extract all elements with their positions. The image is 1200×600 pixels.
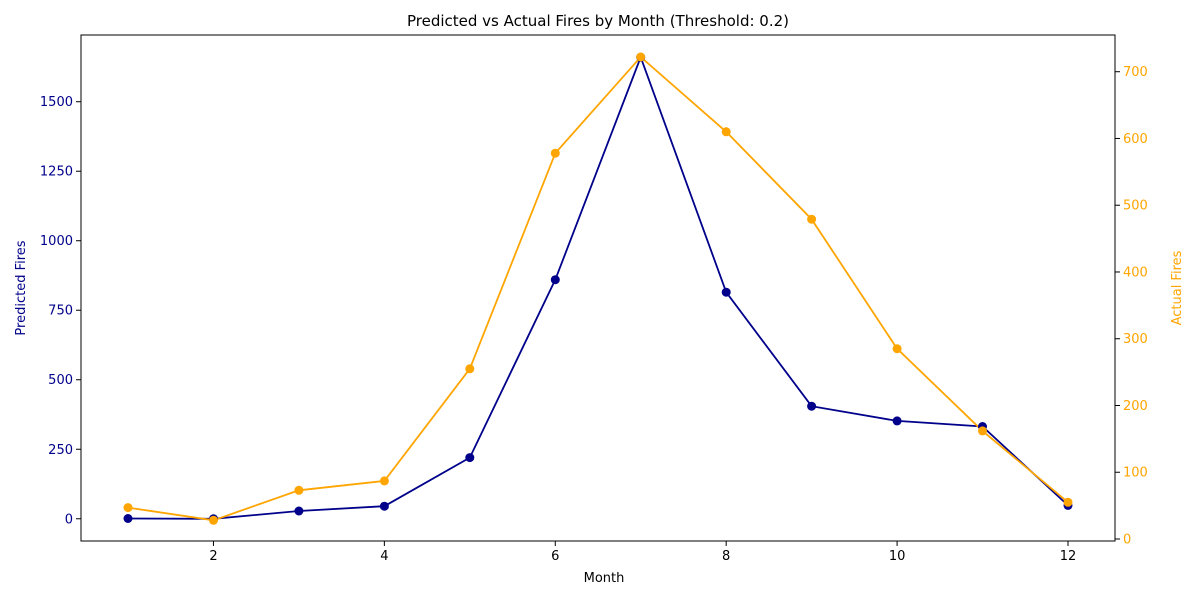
predicted-fires-point bbox=[294, 506, 304, 516]
left-y-axis: 0 250 500 750 1000 1250 1500 bbox=[40, 95, 81, 527]
left-y-tick-label: 250 bbox=[48, 443, 73, 458]
actual-fires-point bbox=[978, 426, 987, 436]
left-y-tick-label: 750 bbox=[48, 304, 73, 319]
x-tick-label: 10 bbox=[889, 549, 906, 564]
actual-fires-point bbox=[209, 515, 218, 525]
actual-fires-point bbox=[807, 214, 817, 224]
right-y-tick-label: 400 bbox=[1123, 265, 1148, 280]
actual-fires-point bbox=[1063, 497, 1073, 507]
chart-title: Predicted vs Actual Fires by Month (Thre… bbox=[407, 12, 789, 30]
right-y-tick-label: 300 bbox=[1123, 332, 1148, 347]
x-tick-label: 8 bbox=[722, 549, 730, 564]
left-y-tick-label: 1500 bbox=[40, 95, 73, 110]
left-y-tick-label: 0 bbox=[65, 512, 73, 527]
left-y-axis-label: Predicted Fires bbox=[14, 240, 29, 335]
left-y-tick-label: 1000 bbox=[40, 234, 73, 249]
x-tick-label: 6 bbox=[551, 549, 559, 564]
right-y-tick-label: 600 bbox=[1123, 132, 1148, 147]
actual-fires-point bbox=[721, 127, 731, 137]
x-tick-label: 4 bbox=[380, 549, 388, 564]
x-tick-label: 12 bbox=[1060, 549, 1077, 564]
left-y-tick-label: 1250 bbox=[40, 165, 73, 180]
right-y-axis-label: Actual Fires bbox=[1170, 250, 1185, 325]
right-y-tick-label: 700 bbox=[1123, 65, 1148, 80]
actual-fires-point bbox=[892, 344, 902, 354]
predicted-fires-point bbox=[123, 514, 133, 523]
right-y-tick-label: 200 bbox=[1123, 399, 1148, 414]
right-y-tick-label: 100 bbox=[1123, 466, 1148, 481]
predicted-fires-point bbox=[379, 501, 389, 511]
series-lines bbox=[127, 54, 1069, 522]
predicted-fires-point bbox=[892, 416, 902, 426]
x-axis: 2 4 6 8 10 12 bbox=[209, 541, 1076, 564]
right-y-axis: 0 100 200 300 400 500 600 700 bbox=[1115, 65, 1148, 547]
x-tick-label: 2 bbox=[209, 549, 217, 564]
actual-fires-point bbox=[294, 485, 304, 495]
actual-fires-point bbox=[636, 52, 646, 62]
predicted-fires-point bbox=[721, 287, 731, 297]
actual-fires-point bbox=[123, 503, 133, 513]
actual-fires-point bbox=[465, 364, 475, 374]
predicted-fires-line bbox=[127, 54, 1069, 520]
predicted-fires-point bbox=[465, 453, 475, 463]
actual-fires-point bbox=[379, 476, 389, 486]
right-y-tick-label: 500 bbox=[1123, 199, 1148, 214]
plot-area bbox=[80, 34, 1116, 542]
series-points bbox=[123, 52, 1073, 525]
actual-fires-point bbox=[550, 148, 560, 158]
predicted-fires-point bbox=[550, 275, 560, 285]
predicted-fires-point bbox=[807, 401, 817, 411]
left-y-tick-label: 500 bbox=[48, 373, 73, 388]
right-y-tick-label: 0 bbox=[1123, 532, 1131, 547]
x-axis-label: Month bbox=[584, 571, 625, 586]
actual-fires-line bbox=[127, 55, 1069, 522]
